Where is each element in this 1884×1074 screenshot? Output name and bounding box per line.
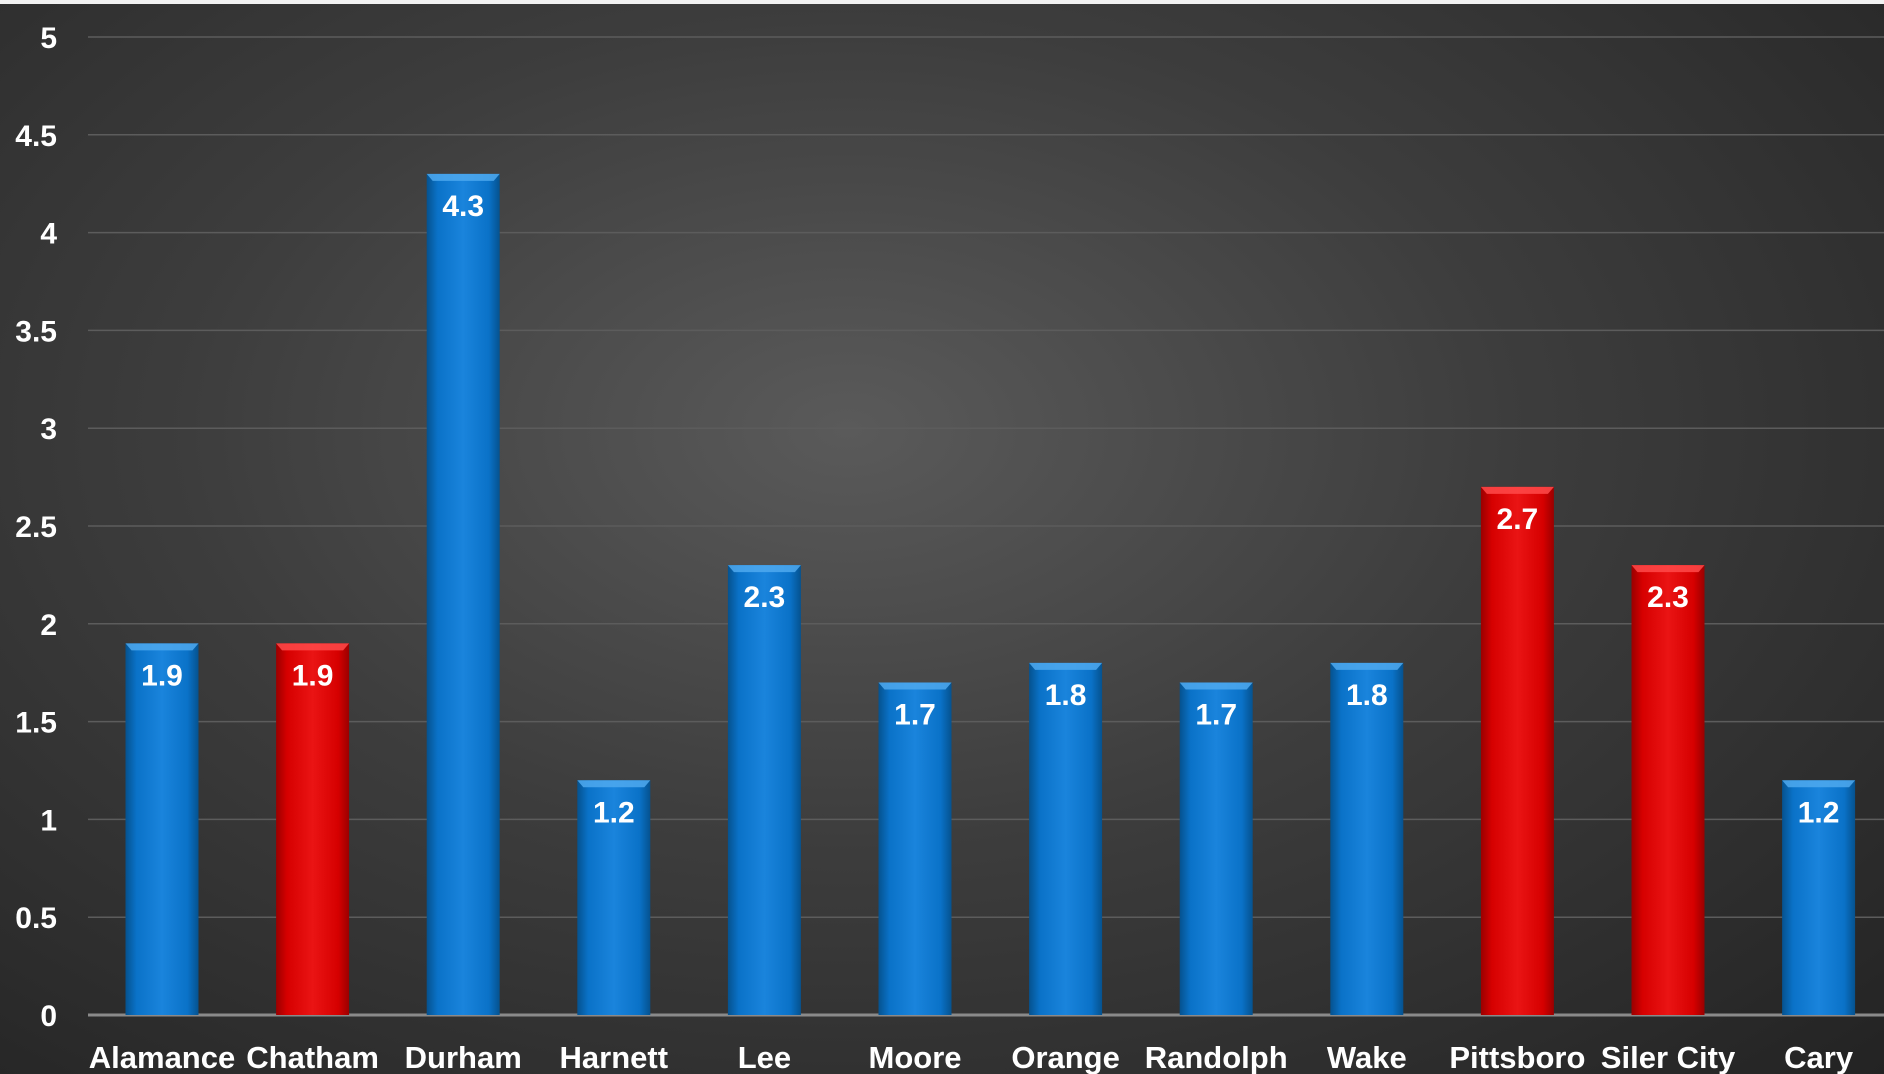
data-label: 1.7 — [1195, 698, 1237, 731]
bar-bevel — [1782, 780, 1856, 788]
bar-bevel — [1330, 662, 1404, 670]
y-tick-label: 4 — [40, 218, 57, 251]
x-tick-label: Cary — [1784, 1040, 1854, 1074]
bar-bevel — [125, 643, 199, 651]
y-tick-label: 4.5 — [15, 120, 57, 153]
bar-bevel — [1029, 662, 1103, 670]
y-tick-label: 5 — [40, 22, 57, 55]
x-tick-label: Orange — [1011, 1040, 1120, 1074]
bar-siler-city — [1631, 565, 1705, 1015]
x-tick-label: Wake — [1327, 1040, 1407, 1074]
bar-orange — [1029, 662, 1103, 1015]
y-tick-label: 2 — [40, 609, 57, 642]
bars: 1.9 1.9 4.3 1.2 2.3 1.7 1.8 1.7 1.8 2.7 2.3 1.2 — [125, 173, 1856, 1016]
bar-moore — [878, 682, 952, 1015]
bar-chatham — [276, 643, 350, 1015]
bar-pittsboro — [1480, 486, 1554, 1015]
bar-bevel — [1179, 682, 1253, 690]
y-tick-label: 0.5 — [15, 902, 57, 935]
data-label: 1.2 — [1798, 796, 1840, 829]
bar-cary — [1782, 780, 1856, 1015]
bar-bevel — [577, 780, 651, 788]
y-tick-label: 2.5 — [15, 511, 57, 544]
y-axis-ticks: 0 0.5 1 1.5 2 2.5 3 3.5 4 4.5 5 — [15, 22, 57, 1033]
data-label: 1.8 — [1045, 679, 1087, 712]
x-tick-label: Chatham — [246, 1040, 379, 1074]
x-tick-label: Siler City — [1601, 1040, 1736, 1074]
chart-top-border — [0, 0, 1884, 4]
data-label: 2.3 — [744, 581, 786, 614]
y-tick-label: 0 — [40, 1000, 57, 1033]
data-label: 1.2 — [593, 796, 635, 829]
bar-bevel — [878, 682, 952, 690]
x-tick-label: Durham — [405, 1040, 522, 1074]
y-tick-label: 1.5 — [15, 707, 57, 740]
bar-harnett — [577, 780, 651, 1015]
bar-wake — [1330, 662, 1404, 1015]
x-axis-labels: Alamance Chatham Durham Harnett Lee Moore Oran… — [89, 1040, 1854, 1074]
gridlines — [88, 36, 1884, 1017]
data-label: 4.3 — [442, 190, 484, 223]
bar-bevel — [727, 565, 801, 573]
data-label: 1.8 — [1346, 679, 1388, 712]
bar-randolph — [1179, 682, 1253, 1015]
bar-alamance — [125, 643, 199, 1015]
x-tick-label: Lee — [738, 1040, 791, 1074]
bar-bevel — [426, 173, 500, 181]
bar-bevel — [1631, 565, 1705, 573]
y-tick-label: 1 — [40, 804, 57, 837]
bar-bevel — [276, 643, 350, 651]
x-tick-label: Alamance — [89, 1040, 235, 1074]
data-label: 1.9 — [292, 659, 334, 692]
x-tick-label: Randolph — [1145, 1040, 1288, 1074]
bar-bevel — [1480, 486, 1554, 494]
y-tick-label: 3.5 — [15, 315, 57, 348]
x-tick-label: Moore — [869, 1040, 962, 1074]
data-label: 2.7 — [1497, 503, 1539, 536]
y-tick-label: 3 — [40, 413, 57, 446]
data-label: 1.9 — [141, 659, 183, 692]
bar-lee — [727, 565, 801, 1015]
bar-durham — [426, 173, 500, 1016]
data-label: 1.7 — [894, 698, 936, 731]
x-tick-label: Harnett — [560, 1040, 669, 1074]
x-tick-label: Pittsboro — [1449, 1040, 1585, 1074]
data-label: 2.3 — [1647, 581, 1689, 614]
